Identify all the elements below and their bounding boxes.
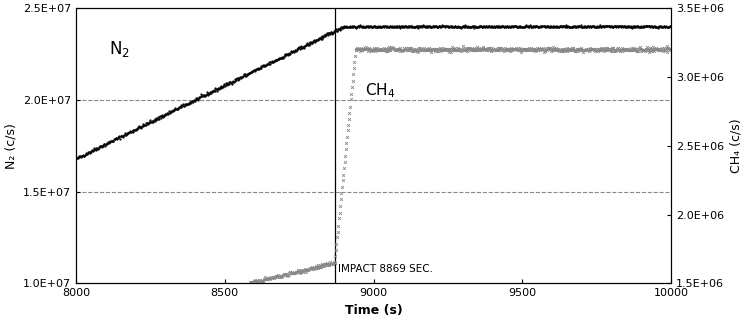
Text: CH$_4$: CH$_4$ xyxy=(365,82,395,100)
Text: N$_2$: N$_2$ xyxy=(108,39,129,58)
Y-axis label: CH₄ (c/s): CH₄ (c/s) xyxy=(730,118,743,173)
Y-axis label: N₂ (c/s): N₂ (c/s) xyxy=(4,123,17,169)
Text: IMPACT 8869 SEC.: IMPACT 8869 SEC. xyxy=(338,264,433,274)
X-axis label: Time (s): Time (s) xyxy=(344,304,403,317)
